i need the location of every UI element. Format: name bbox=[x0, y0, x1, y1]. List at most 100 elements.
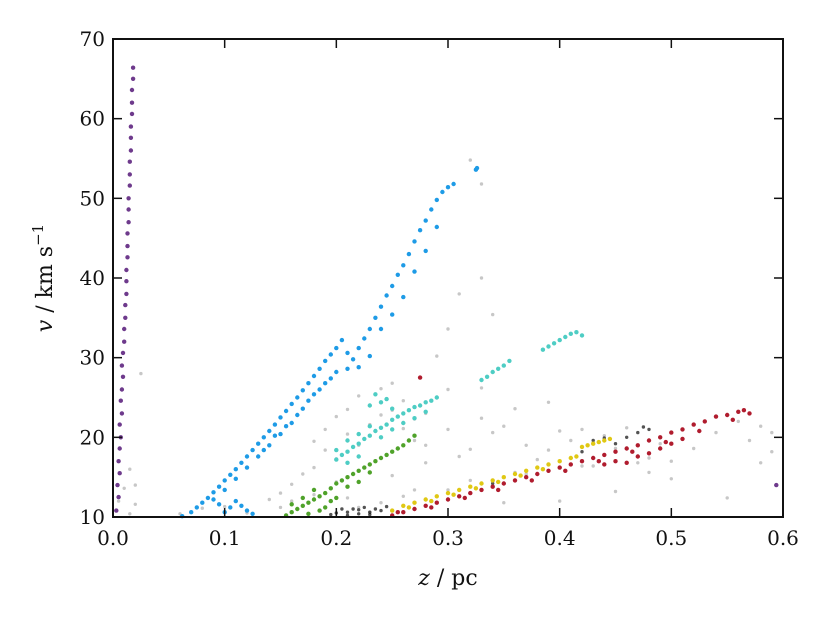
data-point bbox=[339, 337, 345, 343]
data-point bbox=[379, 501, 383, 505]
data-point bbox=[117, 422, 122, 427]
data-point bbox=[317, 387, 322, 392]
data-point bbox=[491, 430, 495, 435]
data-point bbox=[574, 330, 579, 335]
y-tick-label: 40 bbox=[80, 266, 105, 290]
data-point bbox=[540, 467, 546, 472]
data-point bbox=[289, 401, 294, 407]
data-point bbox=[496, 366, 501, 371]
data-point bbox=[558, 499, 562, 503]
data-point bbox=[345, 475, 350, 480]
data-point bbox=[133, 483, 137, 487]
data-point bbox=[317, 366, 322, 371]
data-point bbox=[406, 408, 412, 413]
data-point bbox=[568, 455, 573, 461]
data-point bbox=[423, 497, 428, 502]
data-point bbox=[228, 472, 233, 477]
data-point bbox=[378, 455, 384, 461]
data-point bbox=[557, 465, 562, 470]
data-point bbox=[261, 435, 266, 440]
data-point bbox=[457, 487, 462, 493]
data-point bbox=[491, 481, 495, 486]
data-point bbox=[223, 504, 227, 509]
data-point bbox=[311, 497, 317, 502]
data-point bbox=[205, 495, 211, 501]
data-point bbox=[127, 183, 132, 188]
data-point bbox=[126, 207, 131, 212]
data-point bbox=[267, 443, 272, 448]
data-point bbox=[680, 436, 685, 442]
data-point bbox=[647, 470, 651, 475]
data-point bbox=[630, 449, 635, 454]
data-point bbox=[278, 505, 283, 510]
data-point bbox=[741, 408, 747, 413]
data-point bbox=[546, 400, 551, 404]
data-point bbox=[323, 490, 328, 496]
data-point bbox=[401, 426, 405, 431]
data-point bbox=[401, 263, 406, 268]
data-point bbox=[412, 416, 417, 421]
data-point bbox=[423, 218, 428, 223]
data-point bbox=[127, 159, 132, 164]
data-point bbox=[357, 508, 361, 512]
data-point bbox=[244, 508, 250, 513]
data-point bbox=[345, 449, 350, 454]
data-point bbox=[507, 358, 512, 364]
y-tick-label: 60 bbox=[80, 107, 105, 131]
data-point bbox=[585, 443, 590, 448]
data-point bbox=[345, 510, 350, 514]
data-point bbox=[546, 462, 551, 467]
data-point bbox=[129, 111, 135, 117]
data-point bbox=[568, 462, 573, 467]
data-point bbox=[434, 500, 439, 505]
data-point bbox=[445, 185, 451, 190]
y-tick-label: 50 bbox=[80, 186, 105, 210]
data-point bbox=[340, 507, 344, 511]
data-point bbox=[579, 459, 585, 464]
data-point bbox=[669, 430, 674, 435]
data-point bbox=[417, 228, 423, 233]
data-point bbox=[468, 158, 472, 162]
data-point bbox=[479, 481, 484, 486]
data-point bbox=[125, 231, 130, 236]
data-point bbox=[434, 494, 439, 499]
data-point bbox=[596, 439, 601, 445]
data-point bbox=[513, 407, 517, 411]
data-point bbox=[312, 493, 316, 497]
data-point bbox=[440, 189, 445, 195]
data-point bbox=[334, 481, 339, 486]
data-point bbox=[417, 403, 423, 408]
data-point bbox=[546, 448, 551, 452]
data-point bbox=[390, 417, 395, 422]
data-point bbox=[334, 345, 339, 351]
data-point bbox=[502, 501, 506, 505]
data-point bbox=[126, 196, 131, 201]
data-point bbox=[233, 476, 238, 481]
data-point bbox=[290, 482, 294, 486]
data-point bbox=[602, 452, 607, 458]
data-point bbox=[367, 326, 372, 332]
data-point bbox=[759, 461, 763, 465]
data-point bbox=[490, 478, 495, 483]
data-point bbox=[351, 507, 355, 511]
data-point bbox=[300, 495, 305, 501]
data-point bbox=[558, 429, 562, 433]
data-point bbox=[250, 447, 255, 453]
data-point bbox=[395, 446, 400, 451]
data-point bbox=[306, 398, 311, 403]
data-point bbox=[390, 508, 395, 513]
data-point bbox=[122, 486, 126, 490]
data-point bbox=[118, 398, 124, 403]
data-point bbox=[222, 478, 227, 483]
data-point bbox=[563, 468, 568, 473]
data-point bbox=[379, 508, 383, 513]
data-point bbox=[646, 438, 652, 443]
y-tick-label: 10 bbox=[80, 505, 105, 529]
data-point bbox=[434, 224, 439, 230]
data-point bbox=[272, 433, 278, 438]
data-point bbox=[356, 345, 361, 351]
data-point bbox=[312, 465, 316, 470]
data-point bbox=[114, 508, 119, 513]
x-tick-label: 0.5 bbox=[655, 526, 687, 550]
data-point bbox=[535, 471, 540, 477]
